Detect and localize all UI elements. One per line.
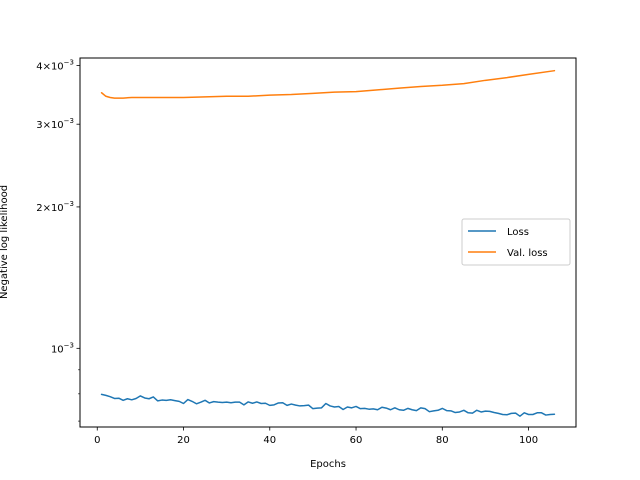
x-axis-label: Epochs <box>310 459 346 470</box>
series-layer <box>100 69 556 417</box>
x-tick-label: 40 <box>263 435 276 446</box>
y-axis-label: Negative log likelihood <box>0 185 10 299</box>
x-tick-label: 100 <box>519 435 538 446</box>
legend-label-0: Loss <box>507 227 529 238</box>
legend-label-1: Val. loss <box>507 248 548 259</box>
series-line-1 <box>100 69 556 99</box>
x-axis: 0 20 40 60 80 100 <box>94 427 538 446</box>
x-tick-label: 60 <box>350 435 363 446</box>
x-tick-label: 20 <box>177 435 190 446</box>
x-tick-label: 80 <box>436 435 449 446</box>
plot-frame <box>79 57 577 428</box>
x-tick-label: 0 <box>94 435 100 446</box>
series-line-0 <box>100 393 556 417</box>
legend: Loss Val. loss <box>461 218 571 266</box>
